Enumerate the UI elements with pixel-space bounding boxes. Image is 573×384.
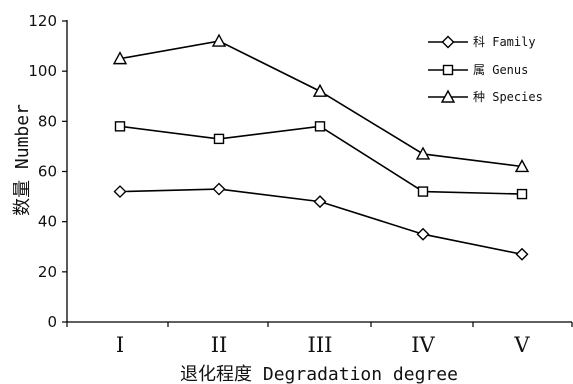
x-tick-label: V <box>513 333 530 357</box>
legend-marker <box>442 64 454 76</box>
data-point <box>514 159 530 173</box>
data-point <box>313 195 327 209</box>
legend-item: 属 Genus <box>428 63 528 77</box>
series-group <box>112 33 530 261</box>
data-point <box>113 185 127 199</box>
y-axis-title: 数量 Number <box>12 104 33 216</box>
series-square <box>114 121 528 200</box>
data-point <box>515 247 529 261</box>
x-axis-ticks: I II III IV V <box>66 322 573 357</box>
y-tick-label: 0 <box>47 313 57 331</box>
legend-label: 科 Family <box>473 35 536 49</box>
y-tick-label: 20 <box>38 263 57 281</box>
series-line <box>119 40 523 168</box>
legend: 科 Family 属 Genus 种 Species <box>428 35 543 104</box>
legend-marker <box>440 89 456 103</box>
y-tick-label: 120 <box>28 12 57 30</box>
legend-label: 种 Species <box>473 90 543 104</box>
y-tick-label: 40 <box>38 213 57 231</box>
x-tick-label: III <box>308 333 333 357</box>
data-point <box>314 121 326 132</box>
data-point <box>211 33 227 47</box>
series-triangle <box>112 33 530 173</box>
data-point <box>112 51 128 65</box>
data-point <box>415 146 431 160</box>
data-point <box>417 186 429 197</box>
x-tick-label: IV <box>411 333 435 357</box>
data-point <box>416 227 430 241</box>
data-point <box>516 188 528 200</box>
x-tick-label: II <box>211 333 228 357</box>
data-point <box>114 121 126 132</box>
legend-label: 属 Genus <box>473 63 528 77</box>
data-point <box>312 83 328 97</box>
x-tick-label: I <box>116 333 124 357</box>
x-axis-title: 退化程度 Degradation degree <box>180 364 458 384</box>
y-tick-label: 100 <box>28 62 57 80</box>
series-diamond <box>113 182 529 261</box>
y-tick-label: 80 <box>38 112 57 130</box>
legend-item: 种 Species <box>428 89 543 104</box>
legend-item: 科 Family <box>428 35 536 49</box>
data-point <box>212 182 226 196</box>
y-tick-label: 60 <box>38 163 57 181</box>
y-axis-ticks: 0 20 40 60 80 100 120 <box>28 12 67 331</box>
legend-marker <box>441 35 455 49</box>
data-point <box>213 133 225 145</box>
series-line <box>119 125 523 195</box>
